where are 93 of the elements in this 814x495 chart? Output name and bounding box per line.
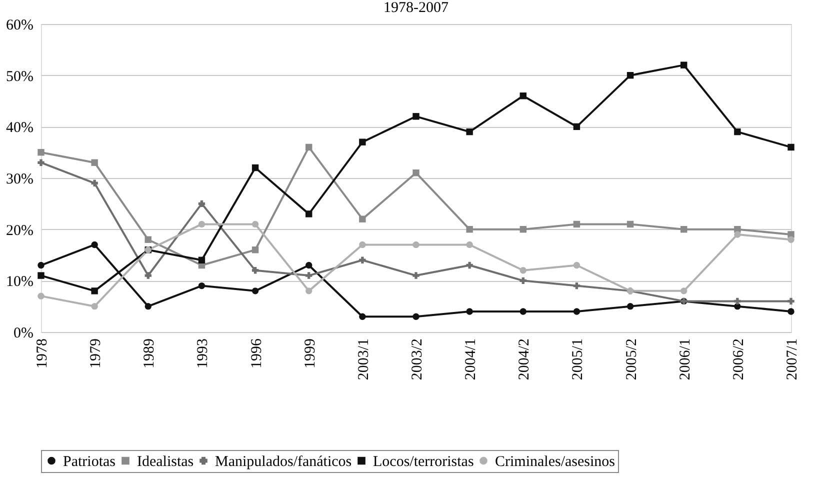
point xyxy=(252,288,259,294)
x-tick-label: 1996 xyxy=(248,338,265,368)
point xyxy=(198,220,206,228)
point xyxy=(788,308,794,315)
x-tick-label: 2004/2 xyxy=(516,338,533,380)
point xyxy=(680,62,688,68)
point xyxy=(198,200,206,208)
x-tick-label: 1999 xyxy=(302,338,318,368)
point xyxy=(466,128,473,136)
point xyxy=(91,302,98,310)
point xyxy=(412,113,420,120)
point xyxy=(359,138,366,146)
point xyxy=(198,282,206,290)
point xyxy=(788,236,794,243)
point xyxy=(788,298,794,305)
point xyxy=(466,308,473,315)
point xyxy=(144,272,152,279)
point xyxy=(788,144,794,151)
y-tick-label: 50% xyxy=(6,68,34,85)
point xyxy=(520,267,526,274)
point xyxy=(573,282,580,290)
y-tick-label: 30% xyxy=(6,172,34,188)
point xyxy=(91,241,98,248)
chart-title: 1978-2007 xyxy=(384,0,449,16)
point xyxy=(626,220,634,228)
x-tick-label: 1989 xyxy=(142,338,158,368)
point xyxy=(412,272,420,279)
point xyxy=(412,170,420,176)
point xyxy=(734,128,741,136)
y-tick-label: 40% xyxy=(6,120,34,136)
point xyxy=(144,236,152,243)
legend-label: Idealistas xyxy=(137,454,194,470)
point xyxy=(91,180,98,186)
point xyxy=(359,256,366,264)
point xyxy=(306,210,312,218)
point xyxy=(38,148,44,156)
point xyxy=(734,231,741,238)
point xyxy=(306,272,312,279)
point xyxy=(412,313,420,320)
point xyxy=(680,288,688,294)
point xyxy=(520,226,526,233)
x-tick-label: 2006/1 xyxy=(677,338,694,380)
point xyxy=(626,72,634,79)
x-tick-label: 2003/1 xyxy=(356,338,372,380)
point xyxy=(252,246,259,254)
point xyxy=(466,262,473,269)
point xyxy=(198,256,206,264)
point xyxy=(306,262,312,269)
point xyxy=(573,123,580,130)
legend-label: Manipulados/fanáticos xyxy=(215,454,352,470)
x-tick-label: 2005/1 xyxy=(570,338,586,380)
point xyxy=(91,159,98,166)
point xyxy=(573,220,580,228)
point xyxy=(38,262,44,269)
point xyxy=(252,267,259,274)
point xyxy=(359,241,366,248)
y-tick-label: 0% xyxy=(14,326,34,342)
x-tick-label: 1978 xyxy=(34,338,50,368)
point xyxy=(734,298,741,305)
point xyxy=(252,220,259,228)
x-tick-label: 2003/2 xyxy=(410,338,426,380)
point xyxy=(144,302,152,310)
point xyxy=(91,288,98,294)
x-tick-label: 1979 xyxy=(88,338,104,368)
x-tick-label: 2006/2 xyxy=(730,338,747,380)
point xyxy=(466,241,473,248)
x-tick-label: 2007/1 xyxy=(784,338,800,380)
x-tick-label: 1993 xyxy=(195,338,212,368)
point xyxy=(573,262,580,269)
point xyxy=(306,288,312,294)
y-tick-label: 10% xyxy=(6,274,34,290)
point xyxy=(520,277,526,284)
y-tick-label: 60% xyxy=(6,18,34,34)
legend-label: Criminales/asesinos xyxy=(495,454,616,470)
legend-label: Locos/terroristas xyxy=(373,454,474,470)
point xyxy=(412,241,420,248)
point xyxy=(466,226,473,233)
point xyxy=(626,302,634,310)
point xyxy=(359,313,366,320)
point xyxy=(38,292,44,300)
point xyxy=(359,216,366,222)
x-tick-label: 2004/1 xyxy=(463,338,480,380)
point xyxy=(520,92,526,100)
point xyxy=(573,308,580,315)
point xyxy=(520,308,526,315)
point xyxy=(38,159,44,166)
point xyxy=(38,272,44,279)
x-tick-label: 2005/2 xyxy=(624,338,640,380)
point xyxy=(252,164,259,172)
point xyxy=(306,144,312,151)
y-tick-label: 20% xyxy=(6,222,34,239)
legend-label: Patriotas xyxy=(63,454,116,470)
point xyxy=(680,226,688,233)
